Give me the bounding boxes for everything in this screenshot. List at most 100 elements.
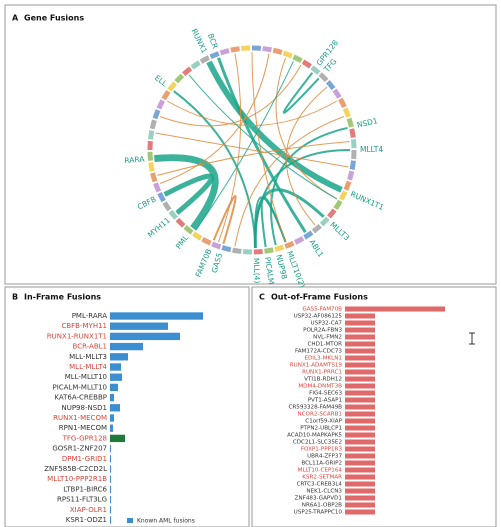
ring-segment bbox=[156, 99, 165, 110]
bar bbox=[110, 475, 111, 483]
category-label: EDIL3-MKLN1 bbox=[304, 356, 342, 362]
gene-label: NUP98 bbox=[274, 254, 289, 281]
ring-segment bbox=[327, 208, 337, 219]
chord bbox=[270, 126, 348, 246]
category-label: GOSR1-ZNF207 bbox=[52, 445, 107, 453]
ring-segment bbox=[319, 216, 330, 227]
bar bbox=[345, 306, 445, 312]
ring-segment bbox=[338, 97, 347, 108]
category-label: RUNX1-MECOM bbox=[53, 414, 107, 422]
gene-label: ABL1 bbox=[307, 238, 325, 259]
category-label: NUP98-NSD1 bbox=[61, 404, 107, 412]
panel-b-frame bbox=[4, 286, 250, 527]
bar bbox=[345, 453, 375, 459]
ring-segment bbox=[294, 236, 305, 245]
bar bbox=[345, 362, 375, 368]
chord bbox=[285, 86, 328, 226]
category-label: KAT6A-CREBBP bbox=[54, 394, 107, 402]
category-label: UBR4-ZFP37 bbox=[307, 454, 342, 460]
legend-swatch bbox=[127, 518, 133, 523]
category-label: RUNX1-ADAMTS19 bbox=[290, 363, 343, 369]
category-label: CRTC3-CREB3L4 bbox=[297, 482, 343, 488]
ring-segment bbox=[168, 209, 179, 220]
gene-label: RARA bbox=[124, 154, 146, 165]
gene-label: MLLT4 bbox=[360, 145, 383, 154]
ring-segment bbox=[182, 66, 193, 77]
ring-segment bbox=[230, 46, 240, 53]
bar bbox=[345, 509, 375, 515]
ring-segment bbox=[343, 180, 352, 191]
bar bbox=[345, 418, 375, 424]
legend-label: Known AML fusions bbox=[137, 518, 195, 525]
category-label: DPM1-GRID1 bbox=[62, 455, 107, 463]
chord bbox=[275, 57, 338, 200]
category-label: FOXP1-PPP1R3 bbox=[301, 447, 343, 453]
chord bbox=[155, 132, 349, 168]
category-label: USP25-TRAPPC10 bbox=[294, 510, 343, 516]
text-cursor bbox=[469, 332, 475, 345]
panel-letter: C bbox=[259, 293, 265, 302]
ring-segment bbox=[167, 81, 177, 92]
category-label: ACAD10-MAPKAPK5 bbox=[287, 433, 342, 439]
chord bbox=[195, 60, 294, 231]
category-label: POLR2A-FBN3 bbox=[303, 328, 342, 334]
gene-label: MLLT10(2) bbox=[285, 250, 307, 289]
bar bbox=[110, 332, 180, 341]
ring-segment bbox=[292, 54, 303, 63]
bar bbox=[345, 348, 375, 354]
gene-label: RUNX1 bbox=[190, 27, 210, 55]
ring-segment bbox=[174, 73, 185, 84]
ring-segment bbox=[253, 248, 263, 255]
ring-segment bbox=[349, 128, 356, 138]
bar bbox=[110, 393, 114, 402]
chord bbox=[260, 196, 287, 248]
panel-a-frame bbox=[4, 4, 497, 285]
bar bbox=[110, 342, 143, 351]
bar bbox=[345, 467, 375, 473]
ring-segment bbox=[201, 237, 212, 246]
gene-label: MYH11 bbox=[146, 215, 172, 239]
bar bbox=[110, 373, 122, 381]
ring-segment bbox=[350, 139, 357, 149]
bar bbox=[110, 322, 168, 330]
bar bbox=[345, 432, 375, 438]
ring-segment bbox=[232, 247, 242, 254]
ring-segment bbox=[264, 247, 274, 254]
category-label: VTI1B-RDH12 bbox=[304, 377, 342, 383]
bar bbox=[110, 465, 111, 473]
bar bbox=[110, 353, 128, 361]
ring-segment bbox=[152, 109, 161, 120]
ring-segment bbox=[209, 51, 220, 60]
ring-segment bbox=[190, 60, 201, 70]
ring-segment bbox=[301, 59, 312, 69]
category-label: MLLT10-CEP164 bbox=[298, 468, 343, 474]
bar bbox=[110, 424, 113, 432]
category-label: CHD1-MTOR bbox=[307, 342, 342, 348]
gene-label: NSD1 bbox=[356, 116, 379, 130]
category-label: MLL-MLLT10 bbox=[65, 373, 107, 381]
category-label: MLL-MLLT3 bbox=[69, 353, 107, 361]
bar bbox=[110, 444, 111, 453]
category-label: PICALM-MLLT10 bbox=[53, 383, 108, 391]
bar bbox=[345, 369, 375, 375]
bar bbox=[345, 404, 375, 410]
chord bbox=[212, 194, 237, 245]
category-label: RPS11-FLT3LG bbox=[57, 496, 107, 504]
category-label: KSR2-SETMAR bbox=[302, 475, 342, 481]
category-label: CDC2L1-SLC35E2 bbox=[293, 440, 342, 446]
ring-segment bbox=[349, 160, 356, 170]
category-label: ZNF585B-C2CD2L bbox=[44, 465, 107, 473]
category-label: XIAP-OLR1 bbox=[70, 506, 107, 514]
chord bbox=[163, 173, 214, 215]
gene-label: RUNX1T1 bbox=[349, 189, 385, 212]
bar bbox=[110, 363, 121, 371]
gene-label: PICALM bbox=[263, 256, 276, 285]
category-label: RUNX1-PRRC1 bbox=[302, 370, 342, 376]
ring-segment bbox=[310, 65, 321, 75]
panel-letter: A bbox=[12, 14, 19, 23]
category-label: USP32-CA7 bbox=[311, 321, 343, 327]
ring-segment bbox=[262, 46, 272, 53]
ring-segment bbox=[311, 223, 322, 234]
panel-c-frame bbox=[251, 286, 497, 527]
category-label: NR6A1-OBP2B bbox=[302, 503, 342, 509]
